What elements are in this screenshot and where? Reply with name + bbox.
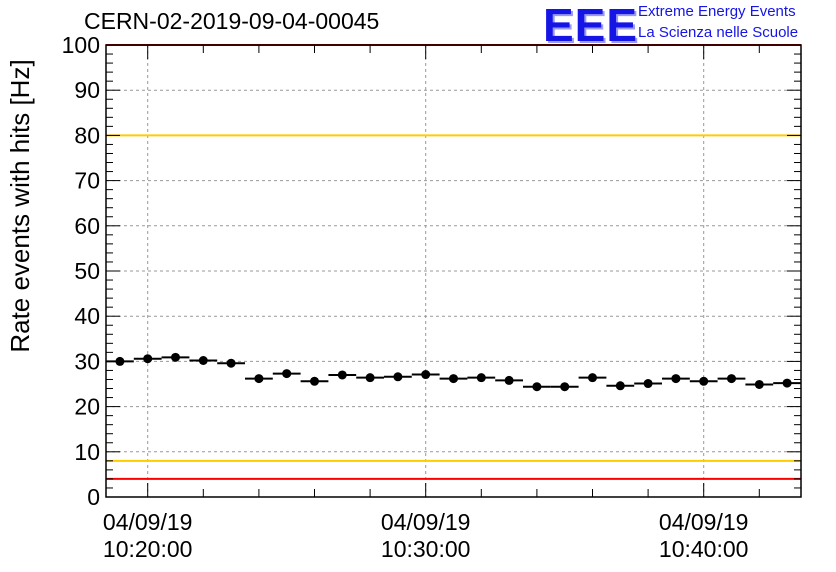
y-axis-label: Rate events with hits [Hz]: [5, 59, 35, 352]
x-tick-date-label: 04/09/19: [103, 509, 193, 535]
axes: 010203040506070809010004/09/1910:20:0004…: [62, 32, 802, 562]
org-name-line1: Extreme Energy Events: [638, 3, 796, 20]
y-tick-label: 30: [74, 348, 100, 374]
data-point: [254, 374, 264, 384]
eee-logo: EEE: [543, 0, 639, 51]
data-point: [504, 375, 514, 385]
data-point: [643, 379, 653, 389]
y-tick-label: 100: [62, 32, 100, 58]
y-tick-label: 20: [74, 394, 100, 420]
x-tick-time-label: 10:40:00: [659, 536, 749, 562]
data-point: [727, 374, 736, 384]
data-point: [449, 374, 458, 384]
data-point: [615, 381, 625, 391]
y-tick-label: 40: [74, 303, 100, 329]
data-point: [699, 376, 709, 386]
data-point: [754, 379, 764, 389]
data-point: [171, 352, 180, 362]
y-tick-label: 70: [74, 168, 100, 194]
grid-lines: [106, 45, 801, 497]
y-tick-label: 0: [87, 484, 100, 510]
data-point: [282, 369, 292, 379]
data-point: [393, 372, 403, 382]
y-tick-label: 50: [74, 258, 100, 284]
x-tick-date-label: 04/09/19: [381, 509, 471, 535]
data-point: [560, 382, 570, 392]
y-tick-label: 90: [74, 77, 100, 103]
data-point: [532, 382, 542, 392]
data-point: [476, 373, 486, 383]
y-tick-label: 60: [74, 213, 100, 239]
org-name-line2: La Scienza nelle Scuole: [638, 24, 799, 41]
y-tick-label: 80: [74, 122, 100, 148]
data-series: [106, 352, 801, 392]
x-tick-time-label: 10:20:00: [103, 536, 193, 562]
data-point: [198, 355, 208, 365]
data-point: [310, 376, 319, 386]
data-point: [226, 358, 236, 368]
x-tick-date-label: 04/09/19: [659, 509, 749, 535]
data-point: [143, 354, 153, 364]
data-point: [588, 373, 597, 383]
reference-lines: [106, 44, 801, 480]
data-point: [421, 370, 431, 380]
data-point: [671, 374, 681, 384]
x-tick-time-label: 10:30:00: [381, 536, 471, 562]
y-tick-label: 10: [74, 439, 100, 465]
data-point: [337, 370, 347, 380]
data-point: [365, 373, 375, 383]
data-point: [782, 378, 792, 388]
chart-title: CERN-02-2019-09-04-00045: [84, 8, 380, 34]
